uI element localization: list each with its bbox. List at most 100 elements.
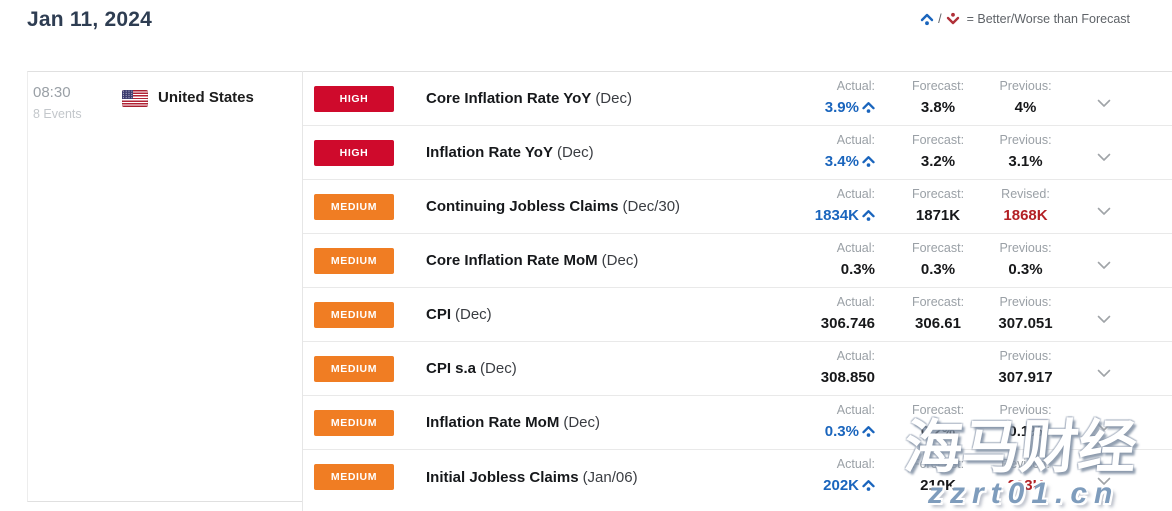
session-country: United States xyxy=(158,89,254,106)
event-row[interactable]: MEDIUM Continuing Jobless Claims (Dec/30)… xyxy=(303,180,1172,234)
event-row[interactable]: MEDIUM Inflation Rate MoM (Dec) Actual: 0… xyxy=(303,396,1172,450)
actual-cell: Actual: 1834K xyxy=(755,188,875,224)
event-row[interactable]: HIGH Core Inflation Rate YoY (Dec) Actual… xyxy=(303,72,1172,126)
forecast-label: Forecast: xyxy=(911,79,965,93)
better-arrow-icon xyxy=(862,155,875,170)
previous-label: Revised: xyxy=(1001,457,1050,471)
session-events-count: 8 Events xyxy=(33,107,82,121)
event-name: Initial Jobless Claims xyxy=(426,468,579,486)
event-title: Continuing Jobless Claims (Dec/30) xyxy=(426,198,680,215)
actual-value: 3.4% xyxy=(755,154,875,170)
previous-cell: Previous: 307.917 xyxy=(978,350,1073,385)
actual-label: Actual: xyxy=(836,457,875,471)
importance-badge: MEDIUM xyxy=(314,301,394,328)
actual-value: 0.3% xyxy=(840,260,875,278)
actual-value: 3.9% xyxy=(755,100,875,116)
forecast-value: 210K xyxy=(920,476,956,494)
event-period: (Dec) xyxy=(480,360,517,377)
forecast-cell: Forecast: 3.8% xyxy=(898,80,978,115)
column-divider xyxy=(302,71,303,511)
better-than-forecast-icon xyxy=(920,12,934,26)
actual-value: 308.850 xyxy=(820,368,875,386)
importance-badge: HIGH xyxy=(314,139,394,166)
worse-than-forecast-icon xyxy=(946,12,960,26)
previous-label: Revised: xyxy=(1001,187,1050,201)
previous-label: Previous: xyxy=(999,241,1052,255)
event-row[interactable]: MEDIUM CPI (Dec) Actual: 306.746 Forecast… xyxy=(303,288,1172,342)
session-time: 08:30 xyxy=(33,84,71,101)
event-row[interactable]: MEDIUM CPI s.a (Dec) Actual: 308.850 Prev… xyxy=(303,342,1172,396)
event-period: (Dec) xyxy=(601,252,639,269)
third-value: 203K xyxy=(1007,476,1044,494)
actual-cell: Actual: 0.3% xyxy=(755,404,875,440)
event-title: Inflation Rate YoY (Dec) xyxy=(426,144,594,161)
importance-badge: MEDIUM xyxy=(314,409,394,436)
third-value: 307.051 xyxy=(998,314,1053,332)
importance-badge: MEDIUM xyxy=(314,464,394,490)
actual-label: Actual: xyxy=(836,79,875,93)
forecast-cell: Forecast: 1871K xyxy=(898,188,978,223)
actual-label: Actual: xyxy=(836,133,875,147)
expand-chevron-down-icon[interactable] xyxy=(1097,95,1113,107)
forecast-label: Forecast: xyxy=(911,403,965,417)
actual-label: Actual: xyxy=(836,295,875,309)
better-arrow-icon xyxy=(862,209,875,224)
event-name: CPI s.a xyxy=(426,360,477,377)
event-title: CPI s.a (Dec) xyxy=(426,360,517,377)
previous-cell: Previous: 4% xyxy=(978,80,1073,115)
third-value: 4% xyxy=(1014,98,1037,116)
actual-value: 1834K xyxy=(755,208,875,224)
forecast-cell: Forecast: 210K xyxy=(898,458,978,493)
event-title: Core Inflation Rate MoM (Dec) xyxy=(426,252,638,269)
event-row[interactable]: MEDIUM Core Inflation Rate MoM (Dec) Actu… xyxy=(303,234,1172,288)
event-row[interactable]: MEDIUM Initial Jobless Claims (Jan/06) Ac… xyxy=(303,450,1172,504)
actual-label: Actual: xyxy=(836,187,875,201)
expand-chevron-down-icon[interactable] xyxy=(1097,311,1113,323)
forecast-cell: Forecast: 3.2% xyxy=(898,134,978,169)
better-arrow-icon xyxy=(862,425,875,440)
expand-chevron-down-icon[interactable] xyxy=(1097,149,1113,161)
previous-label: Previous: xyxy=(999,295,1052,309)
forecast-cell: Forecast: 306.61 xyxy=(898,296,978,331)
event-name: Inflation Rate YoY xyxy=(426,144,553,161)
previous-cell: Previous: 307.051 xyxy=(978,296,1073,331)
expand-chevron-down-icon[interactable] xyxy=(1097,473,1113,485)
event-period: (Dec/30) xyxy=(622,198,681,215)
event-name: Continuing Jobless Claims xyxy=(426,198,619,215)
third-value: 307.917 xyxy=(998,368,1053,386)
importance-badge: MEDIUM xyxy=(314,355,394,382)
previous-cell: Previous: 0.3% xyxy=(978,242,1073,277)
event-period: (Jan/06) xyxy=(582,468,638,486)
event-title: Core Inflation Rate YoY (Dec) xyxy=(426,90,632,107)
previous-cell: Previous: 0.1% xyxy=(978,404,1073,439)
forecast-cell: Forecast: 0.2% xyxy=(898,404,978,439)
event-row[interactable]: HIGH Inflation Rate YoY (Dec) Actual: 3.4… xyxy=(303,126,1172,180)
expand-chevron-down-icon[interactable] xyxy=(1097,365,1113,377)
better-arrow-icon xyxy=(862,101,875,116)
actual-cell: Actual: 0.3% xyxy=(755,242,875,277)
forecast-legend: / = Better/Worse than Forecast xyxy=(920,12,1130,26)
better-arrow-icon xyxy=(862,479,875,494)
event-list: HIGH Core Inflation Rate YoY (Dec) Actual… xyxy=(303,72,1172,504)
forecast-label: Forecast: xyxy=(911,457,965,471)
expand-chevron-down-icon[interactable] xyxy=(1097,257,1113,269)
forecast-value: 0.3% xyxy=(920,260,956,278)
importance-badge: HIGH xyxy=(314,85,394,112)
forecast-value: 3.2% xyxy=(920,152,956,170)
third-value: 0.1% xyxy=(1008,422,1043,440)
session-pane: 08:30 8 Events United States xyxy=(27,71,302,502)
event-name: Core Inflation Rate MoM xyxy=(426,252,598,269)
event-title: Inflation Rate MoM (Dec) xyxy=(426,414,600,431)
actual-value: 306.746 xyxy=(820,314,875,332)
forecast-value: 3.8% xyxy=(920,98,956,116)
expand-chevron-down-icon[interactable] xyxy=(1097,419,1113,431)
event-name: Core Inflation Rate YoY xyxy=(426,90,592,107)
event-period: (Dec) xyxy=(455,306,492,323)
forecast-value: 0.2% xyxy=(920,422,956,440)
expand-chevron-down-icon[interactable] xyxy=(1097,203,1113,215)
forecast-cell: Forecast: 0.3% xyxy=(898,242,978,277)
event-period: (Dec) xyxy=(595,90,632,107)
event-title: CPI (Dec) xyxy=(426,306,492,323)
forecast-label: Forecast: xyxy=(911,133,965,147)
forecast-value: 306.61 xyxy=(915,314,961,332)
